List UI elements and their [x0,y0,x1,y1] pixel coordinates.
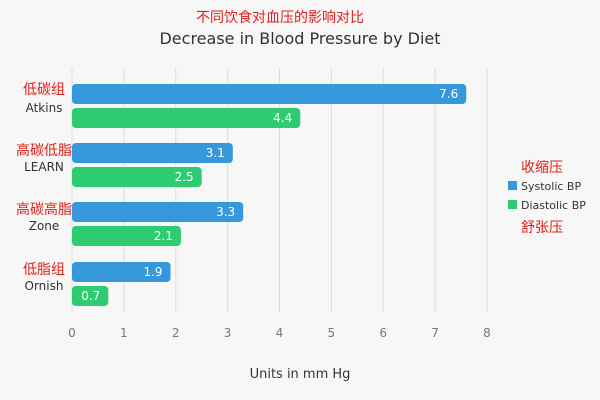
x-tick-label: 1 [120,326,128,340]
category-annotation: 低碳组 [23,82,65,98]
category-annotation: 低脂组 [23,262,65,278]
x-tick-label: 0 [68,326,76,340]
legend-annotation-systolic: 收缩压 [521,160,563,176]
category-annotation: 高碳高脂 [16,201,72,218]
x-axis-ticks: 0 1 2 3 4 5 6 7 8 [68,326,491,340]
bar-value-label: 7.6 [439,87,458,101]
bar-systolic [72,202,244,222]
bar-systolic [72,84,467,104]
x-tick-label: 8 [483,326,491,340]
category-label: LEARN [24,160,64,174]
bar-value-label: 2.5 [175,170,194,184]
bar-value-label: 3.3 [216,205,235,219]
category-label: Atkins [26,101,63,115]
chinese-title-annotation: 不同饮食对血压的影响对比 [196,9,364,26]
legend: Systolic BP Diastolic BP [508,180,586,212]
legend-swatch [508,200,517,209]
chart-title: Decrease in Blood Pressure by Diet [159,29,440,48]
bar-value-label: 1.9 [143,265,162,279]
legend-label: Systolic BP [521,180,581,193]
x-axis-title: Units in mm Hg [250,367,351,382]
legend-label: Diastolic BP [521,199,586,212]
bar-systolic [72,143,233,163]
bars: 7.6 4.4 3.1 2.5 3.3 2.1 1.9 0.7 [72,84,467,306]
bar-diastolic [72,108,301,128]
category-label: Ornish [25,279,64,293]
x-tick-label: 2 [172,326,180,340]
bar-value-label: 4.4 [273,111,292,125]
bar-diastolic [72,286,109,306]
legend-swatch [508,181,517,190]
x-tick-label: 7 [431,326,439,340]
bar-diastolic [72,167,202,187]
x-tick-label: 3 [224,326,232,340]
x-tick-label: 6 [379,326,387,340]
x-tick-label: 4 [276,326,284,340]
x-tick-label: 5 [328,326,336,340]
category-annotation: 高碳低脂 [16,142,72,159]
bar-diastolic [72,226,181,246]
bar-value-label: 0.7 [81,289,100,303]
bar-systolic [72,262,171,282]
bar-value-label: 3.1 [206,146,225,160]
legend-annotation-diastolic: 舒张压 [521,220,563,236]
category-label: Zone [29,219,60,233]
bar-value-label: 2.1 [154,229,173,243]
